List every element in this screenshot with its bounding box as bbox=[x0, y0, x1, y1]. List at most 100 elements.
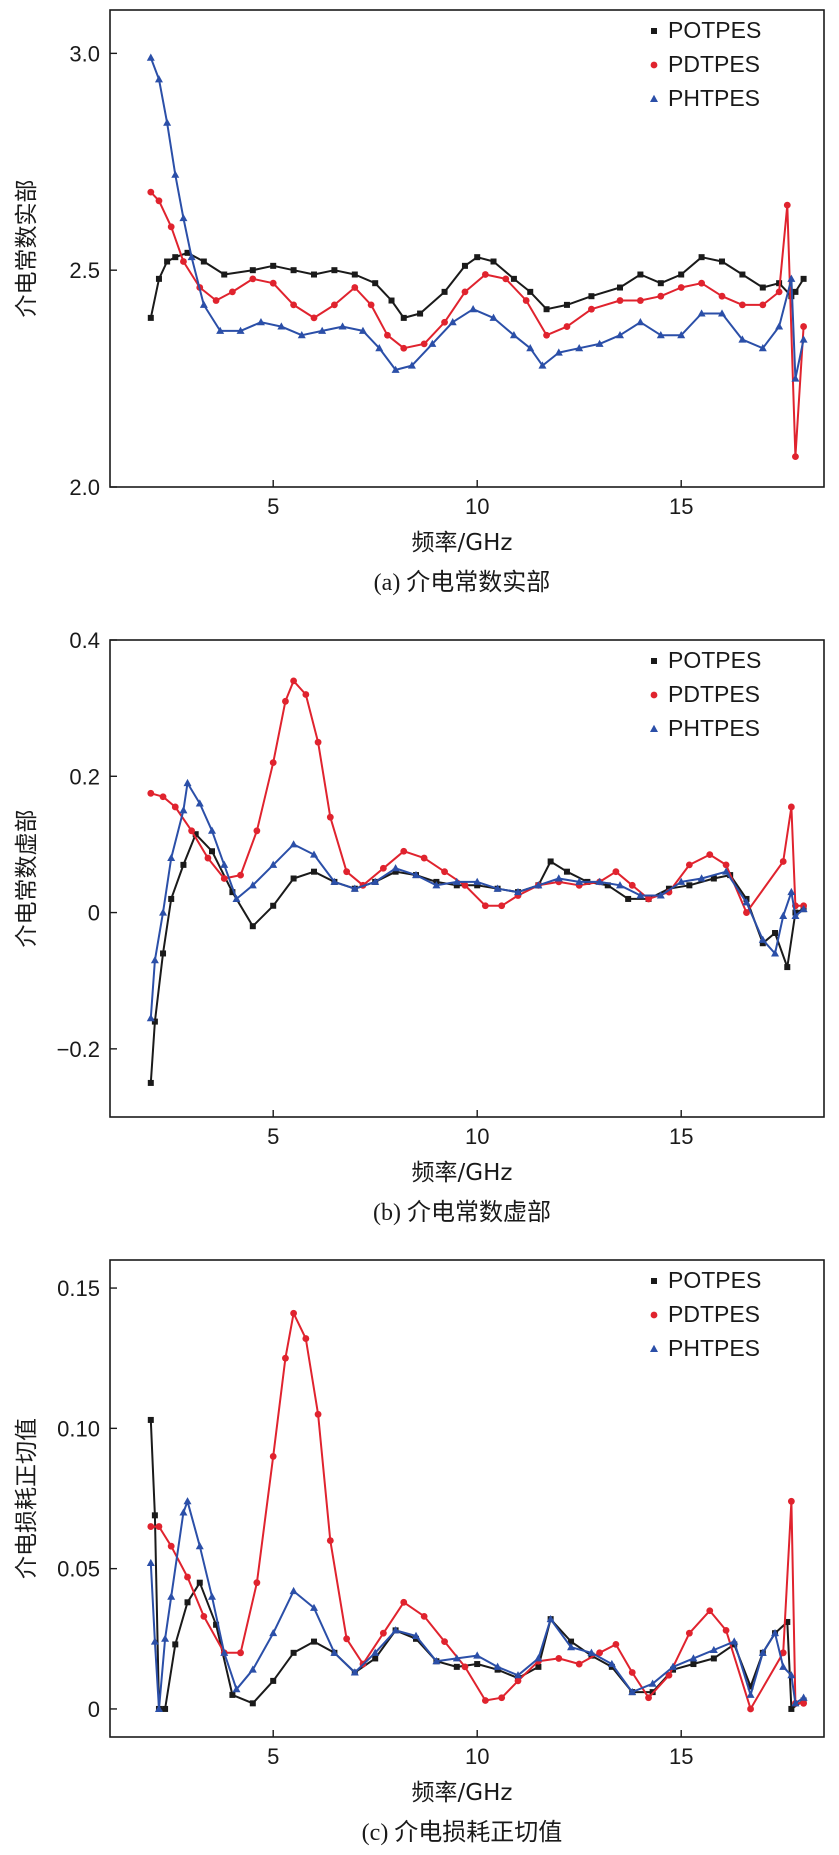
data-point bbox=[160, 950, 167, 957]
data-point bbox=[616, 297, 624, 304]
y-tick-label: 2.5 bbox=[69, 258, 100, 283]
legend-item: POTPES bbox=[651, 17, 761, 43]
data-point bbox=[474, 254, 481, 261]
data-point bbox=[180, 861, 187, 868]
figure-caption: (a) 介电常数实部 bbox=[374, 569, 551, 596]
data-point bbox=[490, 258, 497, 265]
series-line bbox=[149, 251, 805, 319]
data-point bbox=[555, 1655, 563, 1662]
data-point bbox=[209, 848, 215, 855]
data-point bbox=[747, 1683, 754, 1690]
data-point bbox=[343, 1635, 351, 1643]
data-point bbox=[372, 1655, 379, 1662]
y-tick-label: −0.2 bbox=[57, 1037, 100, 1062]
data-point bbox=[184, 1573, 191, 1581]
data-point bbox=[746, 1690, 755, 1698]
data-point bbox=[535, 1663, 542, 1670]
data-point bbox=[216, 326, 225, 334]
data-point bbox=[282, 1354, 289, 1362]
y-tick-label: 0.10 bbox=[57, 1416, 100, 1441]
data-point bbox=[290, 677, 297, 685]
data-point bbox=[800, 275, 807, 282]
data-point bbox=[779, 1662, 788, 1670]
data-point bbox=[371, 1648, 380, 1656]
data-point bbox=[330, 877, 339, 885]
data-point bbox=[739, 271, 746, 278]
data-point bbox=[249, 923, 256, 930]
data-point bbox=[595, 339, 604, 347]
data-point bbox=[698, 279, 705, 287]
data-point bbox=[612, 868, 620, 876]
data-point bbox=[743, 909, 750, 916]
legend-marker bbox=[651, 658, 657, 664]
data-point bbox=[432, 881, 441, 889]
chart-panel-0: 5 10 15 2.0 2.5 3.0 频率/GHz 介电常数实部 (a) 介电常数实部 POTP… bbox=[14, 9, 825, 596]
data-point bbox=[187, 252, 196, 261]
data-point bbox=[607, 1659, 616, 1668]
data-point bbox=[289, 840, 298, 848]
x-tick-label: 10 bbox=[465, 1744, 489, 1769]
data-point bbox=[697, 309, 706, 317]
legend-label: POTPES bbox=[668, 17, 761, 43]
data-point bbox=[800, 1699, 807, 1707]
data-point bbox=[179, 806, 188, 814]
data-point bbox=[196, 1579, 203, 1586]
data-point bbox=[270, 1677, 277, 1684]
data-point bbox=[783, 201, 791, 209]
data-point bbox=[706, 851, 714, 859]
data-point bbox=[350, 1668, 359, 1676]
data-point bbox=[391, 365, 400, 373]
data-point bbox=[636, 318, 645, 326]
legend-marker bbox=[651, 1278, 657, 1284]
series-line bbox=[149, 57, 805, 380]
data-point bbox=[208, 826, 216, 834]
data-point bbox=[787, 803, 795, 811]
data-point bbox=[338, 322, 347, 330]
data-point bbox=[155, 197, 163, 205]
data-point bbox=[200, 258, 207, 265]
data-point bbox=[375, 344, 384, 352]
data-point bbox=[588, 305, 595, 313]
legend-item: PDTPES bbox=[650, 51, 760, 77]
data-point bbox=[791, 911, 800, 919]
y-tick-label: 3.0 bbox=[69, 41, 100, 66]
data-point bbox=[784, 964, 791, 971]
data-point bbox=[452, 877, 461, 885]
data-point bbox=[249, 275, 257, 283]
data-point bbox=[159, 793, 167, 801]
data-point bbox=[400, 314, 407, 321]
legend-item: PDTPES bbox=[650, 1301, 760, 1327]
data-point bbox=[791, 1699, 800, 1707]
data-point bbox=[147, 1523, 155, 1530]
data-point bbox=[302, 1335, 310, 1342]
data-point bbox=[787, 274, 796, 282]
data-point bbox=[461, 881, 469, 889]
data-point bbox=[554, 874, 563, 882]
data-point bbox=[200, 1612, 208, 1620]
data-point bbox=[147, 188, 155, 196]
data-point bbox=[290, 301, 297, 309]
data-point bbox=[792, 453, 799, 461]
data-point bbox=[229, 288, 236, 296]
data-point bbox=[526, 344, 535, 352]
data-point bbox=[400, 1598, 408, 1606]
data-point bbox=[236, 326, 245, 334]
series-line bbox=[149, 1500, 805, 1710]
y-tick-label: 0.4 bbox=[69, 628, 100, 653]
data-point bbox=[567, 1643, 576, 1651]
data-point bbox=[249, 1700, 256, 1707]
data-point bbox=[481, 1697, 489, 1704]
data-point bbox=[154, 1704, 163, 1712]
data-point bbox=[407, 361, 416, 369]
data-point bbox=[310, 314, 318, 322]
series-potpes bbox=[147, 831, 807, 1086]
data-point bbox=[269, 860, 278, 868]
data-point bbox=[677, 331, 686, 339]
legend-marker bbox=[650, 1344, 658, 1352]
data-point bbox=[184, 1599, 191, 1606]
data-point bbox=[534, 1654, 543, 1662]
data-point bbox=[628, 881, 636, 889]
data-point bbox=[256, 318, 265, 326]
data-point bbox=[302, 691, 310, 698]
data-point bbox=[367, 301, 375, 309]
